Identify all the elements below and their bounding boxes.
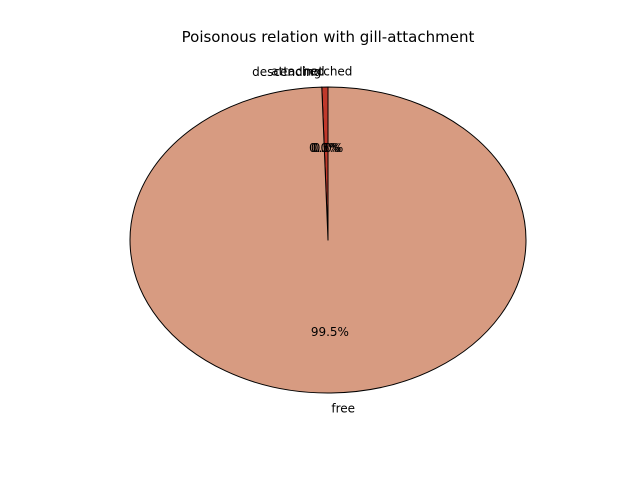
slice-percent-descending: 0.0% <box>309 141 340 155</box>
slice-label-descending: descending <box>252 65 321 79</box>
slice-label-attached: attached <box>271 65 324 79</box>
slice-percent-free: 99.5% <box>311 325 349 339</box>
pie-slices <box>129 86 527 394</box>
pie-labels: attached 0.5% descending 0.0% free 99.5% notch… <box>252 65 355 416</box>
chart-title: Poisonous relation with gill-attachment <box>182 28 475 46</box>
slice-label-notched: notched <box>304 65 353 79</box>
slice-percent-notched: 0.0% <box>313 141 344 155</box>
slice-label-free: free <box>331 401 355 415</box>
slice-percent-attached: 0.5% <box>311 141 342 155</box>
